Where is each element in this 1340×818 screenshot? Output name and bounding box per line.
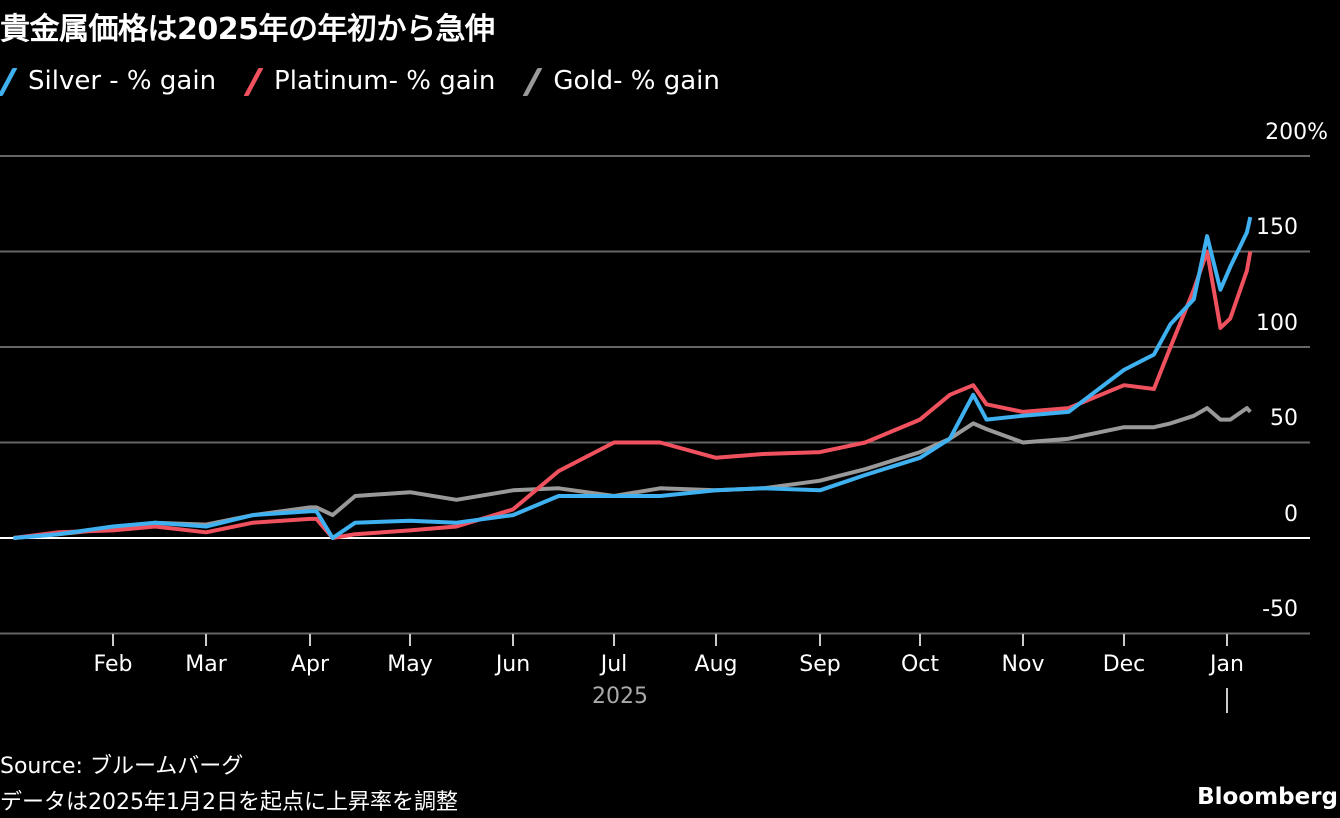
legend-item-gold: Gold- % gain [525, 66, 720, 96]
bloomberg-logo: Bloomberg [1197, 784, 1338, 810]
year-label: 2025 [592, 684, 648, 709]
line-silver [13, 216, 1253, 540]
x-label-jul: Jul [600, 652, 628, 677]
line-gold [13, 406, 1252, 540]
legend: Silver - % gain Platinum- % gain Gold- %… [0, 66, 750, 96]
x-label-nov: Nov [1001, 652, 1045, 677]
x-label-jun: Jun [495, 652, 531, 677]
x-label-feb: Feb [93, 652, 133, 677]
y-label-150: 150 [1256, 215, 1298, 240]
legend-item-platinum: Platinum- % gain [246, 66, 495, 96]
y-label-100: 100 [1256, 311, 1298, 336]
gridlines [0, 155, 1310, 635]
y-label-50: 50 [1270, 406, 1298, 431]
legend-item-silver: Silver - % gain [0, 66, 216, 96]
x-label-dec: Dec [1102, 652, 1146, 677]
x-label-may: May [387, 652, 433, 677]
y-label-0: 0 [1284, 502, 1298, 527]
x-label-aug: Aug [694, 652, 738, 677]
x-label-mar: Mar [185, 652, 227, 677]
legend-label-platinum: Platinum- % gain [274, 66, 496, 96]
source-text: Source: ブルームバーグ [0, 754, 244, 779]
legend-label-silver: Silver - % gain [28, 66, 217, 96]
x-label-sep: Sep [799, 652, 841, 677]
x-ticks [112, 634, 1228, 713]
x-label-jan: Jan [1210, 652, 1244, 677]
chart-title: 貴金属価格は2025年の年初から急伸 [0, 12, 495, 47]
line-platinum [13, 249, 1253, 540]
y-label-neg50: -50 [1262, 597, 1298, 622]
x-label-oct: Oct [900, 652, 940, 677]
y-label-200: 200% [1265, 120, 1328, 145]
legend-label-gold: Gold- % gain [553, 66, 720, 96]
note-text: データは2025年1月2日を起点に上昇率を調整 [0, 790, 458, 815]
x-label-apr: Apr [290, 652, 330, 677]
series-lines [13, 216, 1253, 540]
